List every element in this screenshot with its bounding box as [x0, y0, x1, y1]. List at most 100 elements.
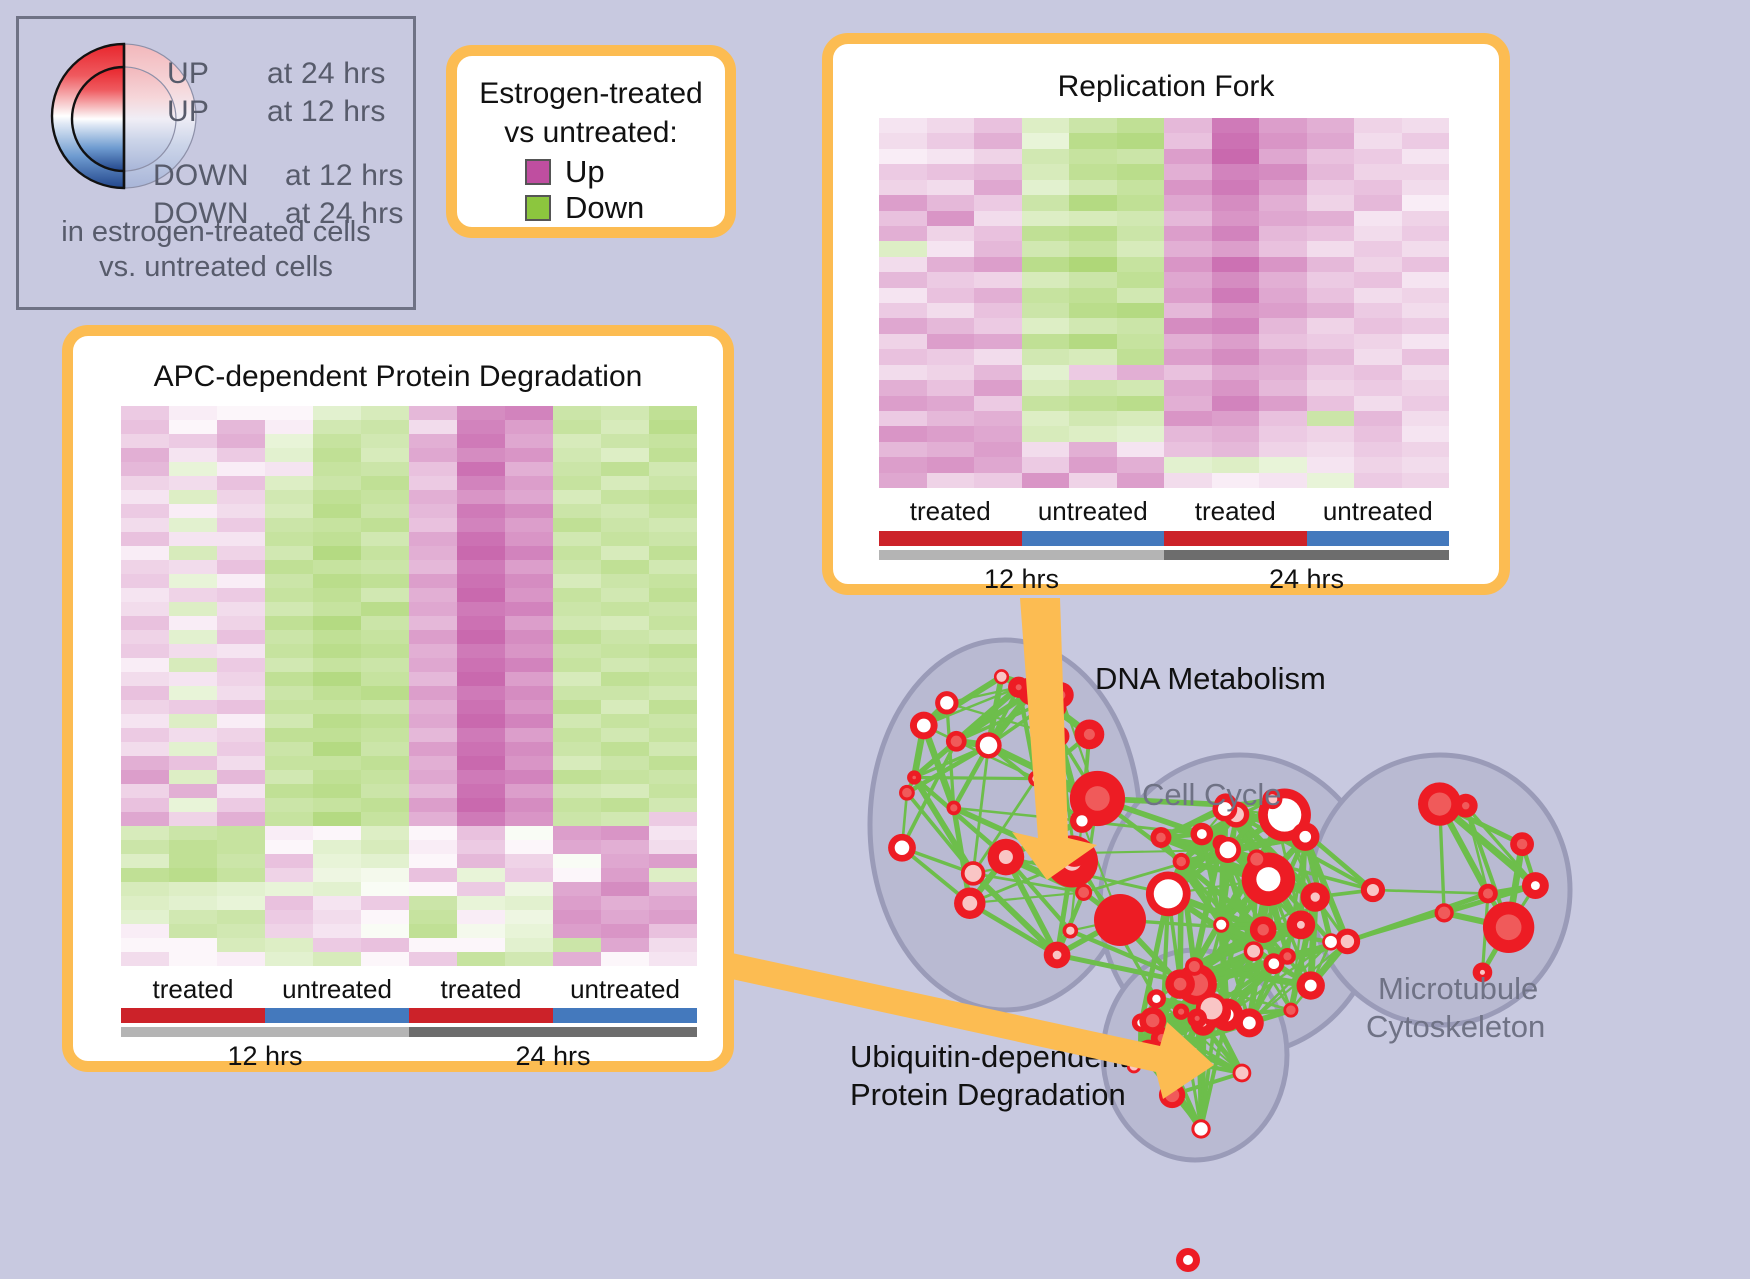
heatmap-cell	[265, 784, 313, 798]
heatmap-cell	[1306, 395, 1354, 411]
heatmap-cell	[649, 490, 697, 504]
color-key-footer: in estrogen-treated cells vs. untreated …	[19, 215, 413, 286]
heatmap-cell	[313, 630, 361, 644]
heatmap-cell	[409, 434, 457, 448]
heatmap-cell	[505, 686, 553, 700]
key-time-1: at 12 hrs	[267, 95, 386, 128]
heatmap-cell	[409, 560, 457, 574]
heatmap-cell	[217, 476, 265, 490]
heatmap-cell	[505, 798, 553, 812]
heatmap-cell	[553, 910, 601, 924]
heatmap-cell	[409, 406, 457, 420]
heatmap-cell	[409, 854, 457, 868]
heatmap-cell	[1021, 457, 1069, 473]
heatmap-cell	[409, 798, 457, 812]
heatmap-cell	[313, 812, 361, 826]
heatmap-cell	[361, 910, 409, 924]
heatmap-cell	[1401, 241, 1449, 257]
heatmap-cell	[926, 457, 974, 473]
network-node-inner-core	[1479, 969, 1485, 975]
heatmap-cell	[974, 287, 1022, 303]
heatmap-cell	[1401, 225, 1449, 242]
heatmap-cell	[313, 504, 361, 518]
heatmap-cell	[505, 532, 553, 546]
heatmap-cell	[265, 840, 313, 854]
heatmap-cell	[553, 546, 601, 560]
heatmap-cell	[601, 462, 649, 476]
heatmap-cell	[649, 854, 697, 868]
heatmap-cell	[1259, 303, 1307, 319]
heatmap-cell	[505, 630, 553, 644]
heatmap-cell	[217, 532, 265, 546]
network-node-inner-core	[1235, 1066, 1249, 1080]
network-node-inner-core	[912, 775, 916, 780]
heatmap-cell	[313, 798, 361, 812]
key-time-0: at 24 hrs	[267, 57, 386, 90]
heatmap-cell	[649, 616, 697, 630]
heatmap-cell	[169, 560, 217, 574]
heatmap-cell	[505, 518, 553, 532]
network-edge	[970, 870, 1061, 959]
heatmap-cell	[121, 910, 169, 924]
heatmap-cell	[361, 574, 409, 588]
heatmap-cell	[1069, 272, 1117, 288]
heatmap-cell	[361, 882, 409, 896]
heatmap-cell	[457, 476, 505, 490]
network-node-outer-ring[interactable]	[1094, 894, 1146, 946]
heatmap-cell	[926, 133, 974, 149]
heatmap-cell	[1401, 333, 1449, 350]
network-node-inner-core	[1194, 1122, 1208, 1136]
color-key-footer-line1: in estrogen-treated cells	[61, 216, 371, 248]
network-edge	[911, 774, 977, 877]
heatmap-cell	[1306, 364, 1354, 381]
heatmap-cell	[265, 868, 313, 882]
network-node-inner-core	[1142, 1047, 1156, 1060]
heatmap-cell	[505, 490, 553, 504]
heatmap-cell	[1164, 148, 1212, 165]
network-edge	[912, 775, 1038, 781]
heatmap-cell	[1021, 318, 1069, 334]
heatmap-cell	[409, 910, 457, 924]
cond-bar-untreated-12	[1021, 531, 1164, 546]
heatmap-cell	[361, 420, 409, 434]
heatmap-cell	[217, 910, 265, 924]
heatmap-cell	[409, 756, 457, 770]
heatmap-cell	[1354, 148, 1402, 165]
ring-colorkey-icon	[49, 41, 199, 191]
heatmap-cell	[649, 896, 697, 910]
heatmap-cell	[505, 560, 553, 574]
heatmap-cell	[457, 700, 505, 714]
heatmap-cell	[1354, 395, 1402, 411]
heatmap-cell	[457, 504, 505, 518]
heatmap-cell	[361, 532, 409, 546]
network-node-inner-core	[998, 849, 1013, 865]
heatmap-cell	[1021, 287, 1069, 303]
heatmap-cell	[313, 700, 361, 714]
heatmap-cell	[601, 532, 649, 546]
heatmap-cell	[1306, 148, 1354, 165]
network-node-inner-core	[1296, 920, 1305, 929]
heatmap-cell	[409, 896, 457, 910]
heatmap-cell	[217, 616, 265, 630]
heatmap-cell	[457, 742, 505, 756]
network-edge	[971, 743, 990, 875]
heatmap-cell	[217, 644, 265, 658]
network-edge	[1178, 858, 1224, 928]
heatmap-cell	[1259, 457, 1307, 473]
heatmap-cell	[649, 728, 697, 742]
heatmap-cell	[169, 420, 217, 434]
network-edge	[922, 686, 1020, 727]
heatmap-cell	[409, 546, 457, 560]
heatmap-cell	[409, 672, 457, 686]
network-node-inner-core	[1250, 852, 1264, 866]
heatmap-cell	[926, 364, 974, 381]
heatmap-cell	[1021, 118, 1069, 134]
heatmap-cell	[121, 406, 169, 420]
heatmap-cell	[1211, 410, 1259, 427]
heatmap-cell	[1069, 364, 1117, 381]
heatmap-cell	[553, 924, 601, 938]
heatmap-cell	[457, 714, 505, 728]
heatmap-cell	[1164, 333, 1212, 350]
heatmap-cell	[1211, 272, 1259, 288]
heatmap-cell	[553, 490, 601, 504]
